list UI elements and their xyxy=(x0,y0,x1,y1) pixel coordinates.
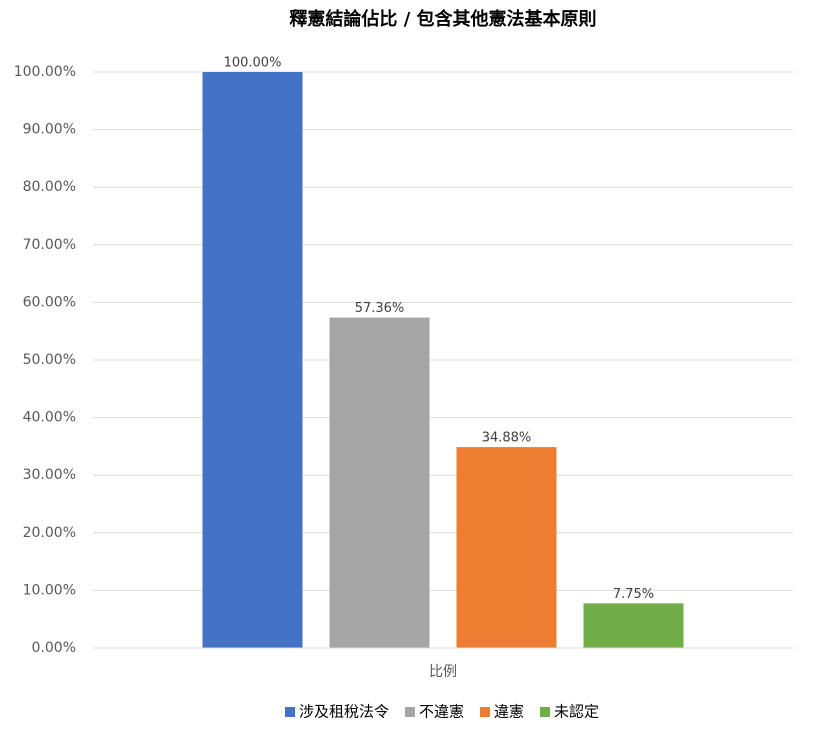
y-tick-label: 40.00% xyxy=(23,410,76,426)
y-tick-label: 0.00% xyxy=(32,640,76,656)
legend-label: 不違憲 xyxy=(419,703,464,721)
value-label: 57.36% xyxy=(355,301,405,316)
bar xyxy=(202,72,303,648)
legend-swatch xyxy=(540,707,550,717)
bar xyxy=(456,447,557,648)
bar xyxy=(329,317,430,648)
y-tick-label: 100.00% xyxy=(14,64,76,80)
legend-swatch xyxy=(405,707,415,717)
value-label: 100.00% xyxy=(224,56,282,71)
legend-label: 涉及租稅法令 xyxy=(299,703,389,721)
y-tick-label: 50.00% xyxy=(23,352,76,368)
y-tick-label: 30.00% xyxy=(23,467,76,483)
legend-label: 違憲 xyxy=(494,703,524,721)
y-tick-label: 80.00% xyxy=(23,179,76,195)
y-tick-label: 60.00% xyxy=(23,294,76,310)
x-tick-label: 比例 xyxy=(429,664,457,680)
legend-swatch xyxy=(480,707,490,717)
y-tick-label: 90.00% xyxy=(23,122,76,138)
legend-swatch xyxy=(285,707,295,717)
bar xyxy=(583,603,684,648)
y-tick-label: 10.00% xyxy=(23,582,76,598)
value-label: 34.88% xyxy=(482,431,532,446)
value-label: 7.75% xyxy=(613,587,654,602)
legend-label: 未認定 xyxy=(554,703,599,721)
y-tick-label: 70.00% xyxy=(23,237,76,253)
y-tick-label: 20.00% xyxy=(23,525,76,541)
chart-title: 釋憲結論佔比 / 包含其他憲法基本原則 xyxy=(289,8,596,30)
